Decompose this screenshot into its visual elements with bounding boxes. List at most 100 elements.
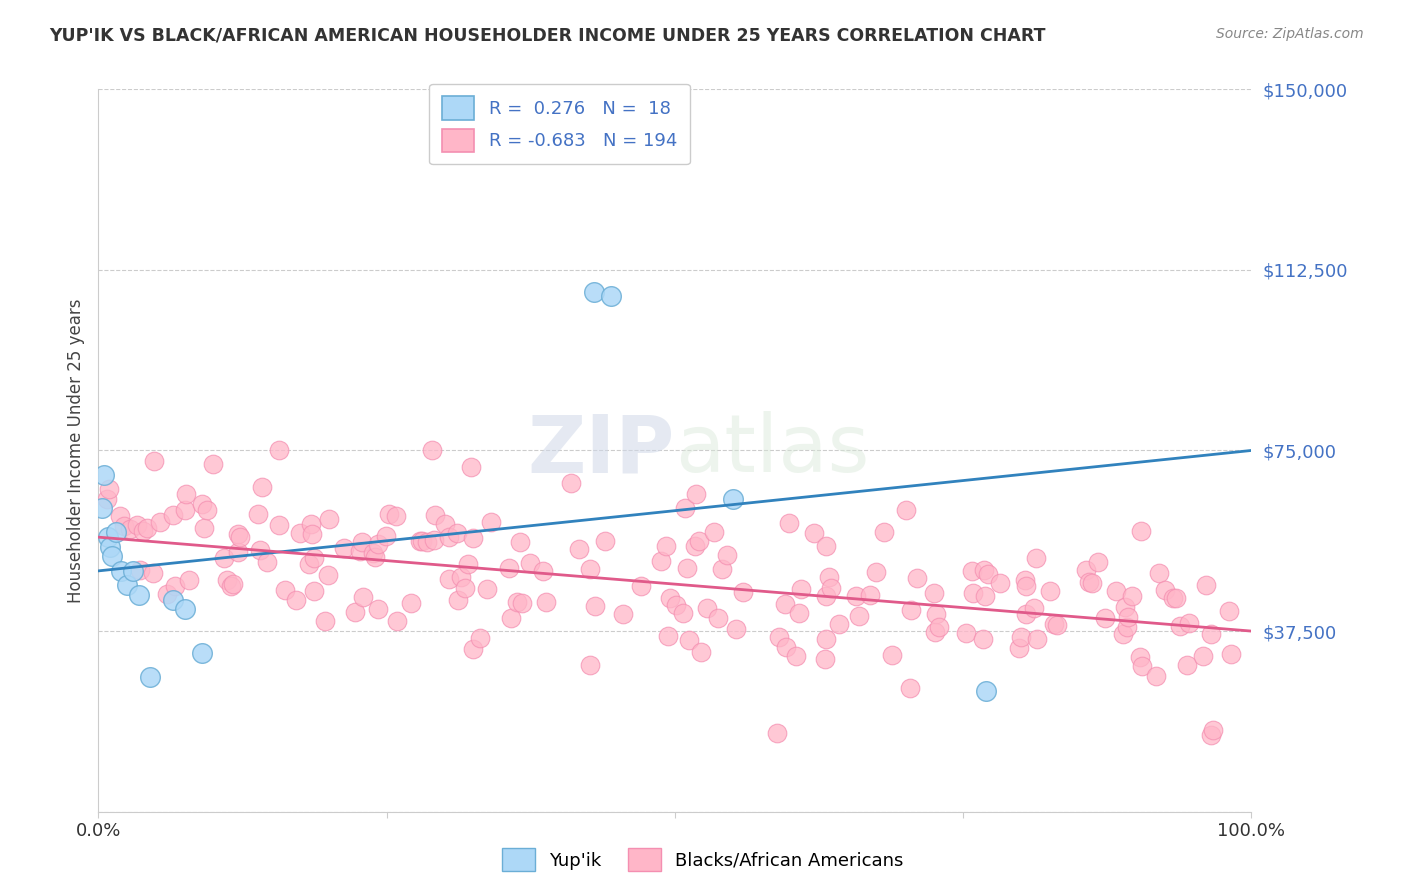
Point bbox=[162, 592, 184, 607]
Point bbox=[425, 508, 447, 523]
Point bbox=[361, 546, 384, 560]
Text: YUP'IK VS BLACK/AFRICAN AMERICAN HOUSEHOLDER INCOME UNDER 25 YEARS CORRELATION C: YUP'IK VS BLACK/AFRICAN AMERICAN HOUSEHO… bbox=[49, 27, 1046, 45]
Point bbox=[1166, 591, 1188, 605]
Point bbox=[136, 521, 159, 535]
Point bbox=[905, 571, 928, 585]
Point bbox=[900, 603, 922, 617]
Point bbox=[477, 582, 499, 597]
Point bbox=[129, 563, 152, 577]
Point bbox=[865, 565, 887, 579]
Point bbox=[101, 549, 124, 564]
Point bbox=[1115, 619, 1137, 633]
Point bbox=[437, 531, 460, 545]
Point bbox=[141, 566, 163, 580]
Point bbox=[873, 525, 896, 540]
Point bbox=[201, 457, 224, 471]
Point bbox=[132, 524, 155, 538]
Point bbox=[117, 578, 139, 592]
Point bbox=[848, 608, 870, 623]
Point bbox=[423, 533, 446, 547]
Point bbox=[463, 531, 485, 545]
Point bbox=[973, 563, 995, 577]
Point bbox=[350, 535, 373, 549]
Point bbox=[98, 540, 121, 554]
Point bbox=[1130, 658, 1153, 673]
Point bbox=[249, 542, 271, 557]
Point bbox=[928, 620, 950, 634]
Point bbox=[814, 651, 837, 665]
Point bbox=[125, 518, 148, 533]
Point bbox=[222, 576, 245, 591]
Point bbox=[1219, 647, 1241, 661]
Point bbox=[787, 607, 810, 621]
Point bbox=[533, 565, 555, 579]
Text: ZIP: ZIP bbox=[527, 411, 675, 490]
Point bbox=[375, 529, 398, 543]
Point bbox=[256, 555, 278, 569]
Point bbox=[215, 574, 238, 588]
Point bbox=[655, 539, 678, 553]
Point bbox=[593, 534, 616, 549]
Point bbox=[1081, 575, 1104, 590]
Point bbox=[501, 610, 523, 624]
Point bbox=[894, 503, 917, 517]
Point bbox=[226, 526, 249, 541]
Point bbox=[416, 534, 439, 549]
Point bbox=[349, 544, 371, 558]
Point bbox=[721, 491, 744, 506]
Point bbox=[1121, 589, 1143, 603]
Point bbox=[108, 509, 131, 524]
Point bbox=[97, 530, 120, 544]
Point bbox=[195, 503, 218, 517]
Point bbox=[579, 562, 602, 576]
Point bbox=[450, 570, 472, 584]
Point bbox=[110, 564, 132, 578]
Point bbox=[955, 626, 977, 640]
Point bbox=[659, 591, 682, 606]
Point bbox=[90, 501, 112, 516]
Text: atlas: atlas bbox=[675, 411, 869, 490]
Point bbox=[678, 632, 700, 647]
Point bbox=[583, 285, 606, 299]
Text: Source: ZipAtlas.com: Source: ZipAtlas.com bbox=[1216, 27, 1364, 41]
Point bbox=[1015, 579, 1038, 593]
Point bbox=[269, 517, 291, 532]
Point bbox=[434, 517, 457, 532]
Point bbox=[191, 646, 214, 660]
Point bbox=[703, 525, 725, 540]
Point bbox=[304, 584, 326, 599]
Point bbox=[274, 582, 297, 597]
Point bbox=[284, 592, 307, 607]
Point bbox=[1195, 578, 1218, 592]
Point bbox=[97, 482, 120, 496]
Point bbox=[510, 596, 533, 610]
Point bbox=[924, 586, 946, 600]
Point bbox=[814, 589, 837, 603]
Point bbox=[165, 579, 187, 593]
Point bbox=[299, 516, 322, 531]
Point bbox=[534, 595, 557, 609]
Point bbox=[924, 625, 946, 640]
Point bbox=[112, 519, 135, 533]
Point bbox=[962, 586, 984, 600]
Point bbox=[716, 548, 738, 562]
Point bbox=[1025, 551, 1047, 566]
Y-axis label: Householder Income Under 25 years: Householder Income Under 25 years bbox=[66, 298, 84, 603]
Point bbox=[367, 602, 389, 616]
Point bbox=[298, 557, 321, 571]
Point bbox=[212, 551, 235, 566]
Point bbox=[139, 670, 162, 684]
Point bbox=[1111, 627, 1133, 641]
Point bbox=[1178, 615, 1201, 630]
Point bbox=[1094, 611, 1116, 625]
Point bbox=[578, 657, 600, 672]
Legend: R =  0.276   N =  18, R = -0.683   N = 194: R = 0.276 N = 18, R = -0.683 N = 194 bbox=[429, 84, 690, 164]
Point bbox=[859, 588, 882, 602]
Point bbox=[193, 521, 215, 535]
Point bbox=[845, 589, 868, 603]
Point bbox=[364, 550, 387, 565]
Point bbox=[96, 491, 118, 506]
Point bbox=[672, 606, 695, 620]
Point bbox=[814, 632, 837, 646]
Point bbox=[378, 507, 401, 521]
